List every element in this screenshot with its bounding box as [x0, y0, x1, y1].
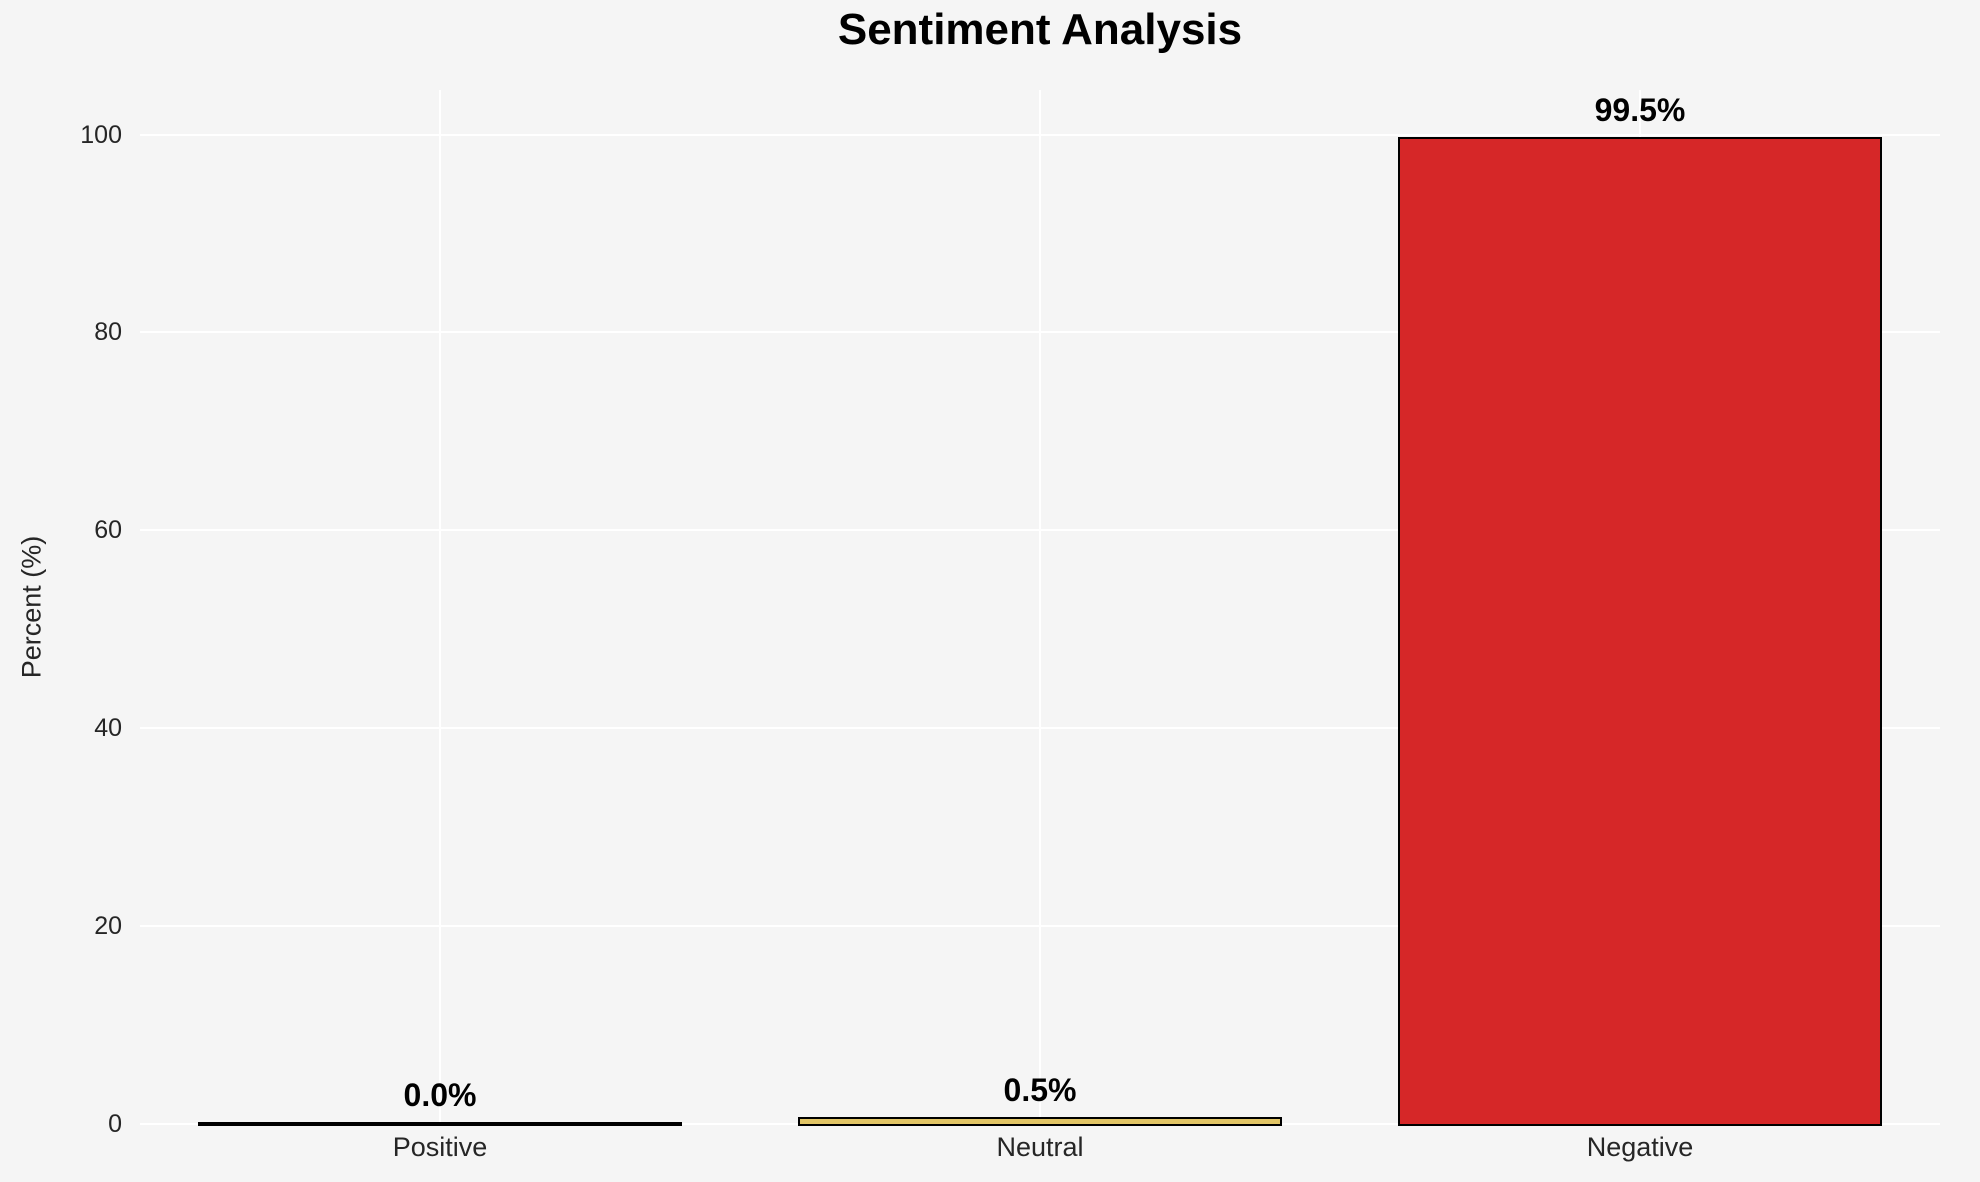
gridline-vertical [1039, 90, 1041, 1124]
y-tick-label: 60 [94, 516, 122, 545]
y-tick-label: 100 [80, 120, 122, 149]
x-tick-label: Neutral [996, 1132, 1084, 1162]
chart-title: Sentiment Analysis [837, 5, 1243, 54]
y-axis-label: Percent (%) [16, 535, 47, 679]
bar-value-label: 0.0% [403, 1077, 477, 1113]
bar-negative [1398, 137, 1882, 1126]
bar-positive [198, 1122, 682, 1126]
bar-neutral [798, 1117, 1282, 1126]
x-tick-label: Positive [392, 1132, 488, 1162]
bar-value-label: 99.5% [1594, 92, 1686, 129]
y-tick-label: 80 [94, 318, 122, 347]
x-tick-label: Negative [1586, 1132, 1694, 1162]
gridline-vertical [439, 90, 441, 1124]
y-tick-label: 20 [94, 912, 122, 941]
bar-value-label: 0.5% [1003, 1072, 1077, 1109]
y-tick-label: 0 [108, 1110, 122, 1138]
y-tick-label: 40 [94, 714, 122, 743]
